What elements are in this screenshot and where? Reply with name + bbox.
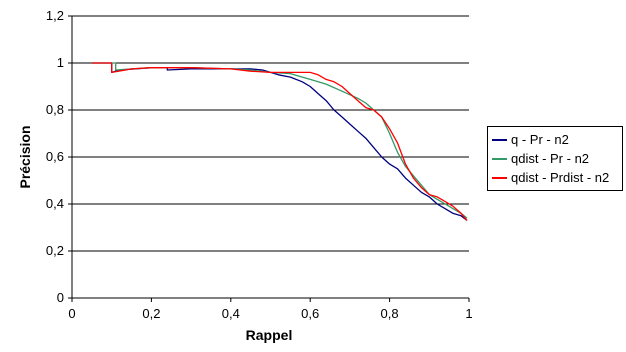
axes xyxy=(68,15,470,302)
legend-label: qdist - Prdist - n2 xyxy=(511,170,610,185)
y-tick-label: 0,2 xyxy=(46,243,64,258)
series-line-1 xyxy=(91,62,468,221)
x-tick-label: 0 xyxy=(68,306,75,321)
y-tick-label: 0,4 xyxy=(46,196,64,211)
legend-label: qdist - Pr - n2 xyxy=(511,151,590,166)
y-tick-label: 1 xyxy=(57,55,64,70)
legend-item: qdist - Pr - n2 xyxy=(492,149,618,168)
x-axis-title: Rappel xyxy=(246,327,293,343)
series-line-2 xyxy=(91,62,468,219)
x-tick-label: 0,4 xyxy=(222,306,240,321)
y-tick-label: 1,2 xyxy=(46,8,64,23)
x-tick-label: 0,6 xyxy=(301,306,319,321)
legend-swatch xyxy=(492,176,507,179)
x-tick-label: 0,2 xyxy=(142,306,160,321)
gridlines xyxy=(72,15,469,252)
x-tick-labels: 0 0,2 0,4 0,6 0,8 1 xyxy=(68,306,472,321)
legend-item: qdist - Prdist - n2 xyxy=(492,168,618,187)
x-tick-label: 0,8 xyxy=(381,306,399,321)
y-tick-labels: 0 0,2 0,4 0,6 0,8 1 1,2 xyxy=(46,8,64,305)
y-tick-label: 0,6 xyxy=(46,149,64,164)
x-tick-label: 1 xyxy=(465,306,472,321)
legend-swatch xyxy=(492,157,507,160)
legend-item: q - Pr - n2 xyxy=(492,130,618,149)
legend-label: q - Pr - n2 xyxy=(511,132,569,147)
series-line-3 xyxy=(91,62,468,221)
y-tick-label: 0,8 xyxy=(46,102,64,117)
legend: q - Pr - n2 qdist - Pr - n2 qdist - Prdist… xyxy=(487,126,623,191)
legend-swatch xyxy=(492,138,507,141)
y-tick-label: 0 xyxy=(57,290,64,305)
y-axis-title: Précision xyxy=(17,125,33,188)
series-lines xyxy=(91,62,468,221)
